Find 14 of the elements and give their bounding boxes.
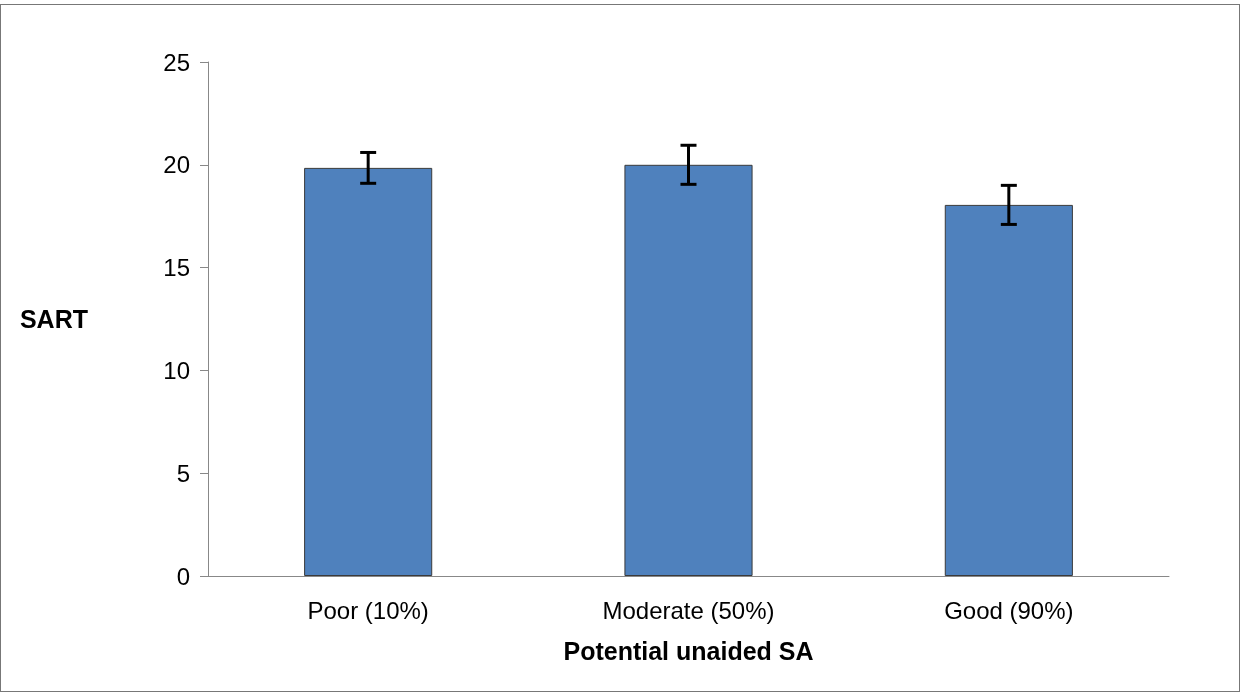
bar [944,204,1073,576]
y-tick-label: 15 [163,254,190,282]
y-tick-label: 5 [176,459,190,487]
y-tick-label: 0 [176,562,190,590]
y-axis-title: SART [19,305,88,333]
x-tick-label: Moderate (50%) [602,596,775,624]
y-tick-label: 25 [163,48,190,76]
bar [624,164,753,576]
x-axis-title: Potential unaided SA [563,636,814,665]
x-tick-label: Poor (10%) [307,596,429,624]
y-tick-label: 20 [163,151,190,179]
y-tick-label: 10 [163,356,190,384]
x-tick-label: Good (90%) [944,596,1074,624]
bar [304,167,433,576]
